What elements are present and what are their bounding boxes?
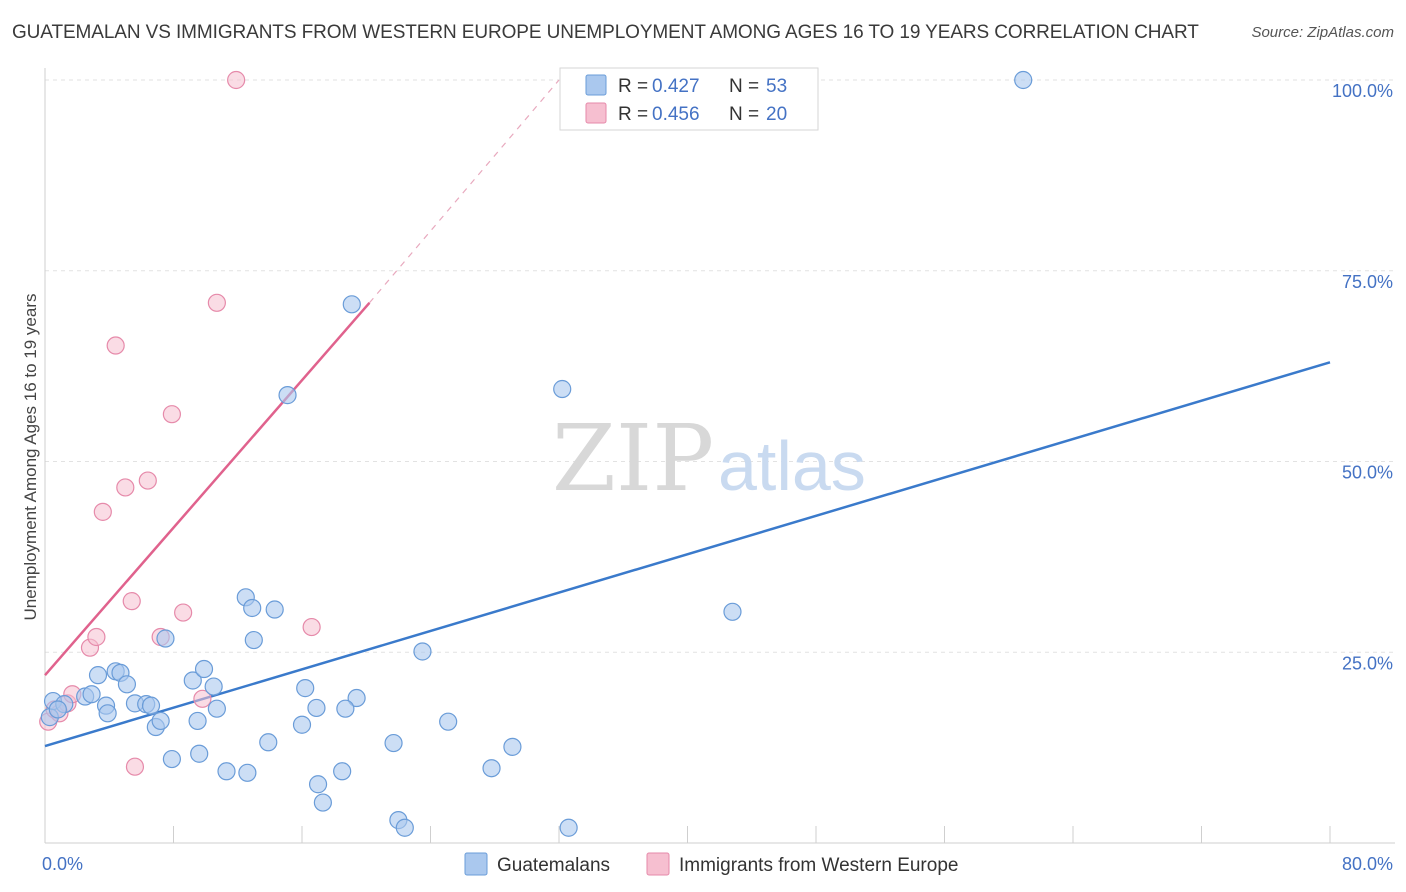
legend-n-value-1: 53 <box>766 76 787 97</box>
point-guatemalans-37 <box>482 759 501 778</box>
point-guatemalans-16 <box>156 629 175 648</box>
point-guatemalans-51 <box>336 699 355 718</box>
legend-n-value-2: 20 <box>766 104 787 125</box>
x-tick-label-min: 0.0% <box>42 854 83 874</box>
point-guatemalans-17 <box>162 749 181 769</box>
trend-lines <box>44 79 1331 748</box>
series-legend-label-immigrants: Immigrants from Western Europe <box>679 855 958 876</box>
series-legend-swatch-guatemalans <box>464 852 488 876</box>
point-immigrants-12 <box>138 471 157 490</box>
y-tick-label-50: 50.0% <box>1342 463 1393 483</box>
series-legend-swatch-immigrants <box>646 852 670 876</box>
point-guatemalans-26 <box>292 715 312 734</box>
point-guatemalans-20 <box>194 659 214 679</box>
point-immigrants-14 <box>162 405 181 424</box>
point-guatemalans-13 <box>141 696 161 715</box>
point-guatemalans-41 <box>1014 70 1033 90</box>
point-immigrants-9 <box>116 478 135 497</box>
point-guatemalans-32 <box>384 733 403 753</box>
chart-title: GUATEMALAN VS IMMIGRANTS FROM WESTERN EU… <box>12 22 1199 43</box>
point-guatemalans-36 <box>439 712 458 731</box>
source-label: Source: ZipAtlas.com <box>1251 24 1394 41</box>
point-immigrants-8 <box>106 336 125 355</box>
point-guatemalans-40 <box>723 602 742 621</box>
correlation-legend: R = 0.427 N = 53 R = 0.456 N = 20 <box>559 67 819 131</box>
point-guatemalans-46 <box>243 598 262 618</box>
legend-r-label-2: R = <box>618 104 648 125</box>
point-guatemalans-10 <box>117 675 137 694</box>
legend-n-label-1: N = <box>729 76 759 97</box>
y-tick-label-100: 100.0% <box>1332 81 1393 101</box>
point-guatemalans-44 <box>278 386 297 405</box>
trend-line-immigrants <box>44 301 371 676</box>
watermark: ZIP atlas <box>552 405 866 512</box>
series-legend-label-guatemalans: Guatemalans <box>497 855 610 876</box>
point-guatemalans-49 <box>259 733 278 752</box>
y-tick-label-75: 75.0% <box>1342 272 1393 292</box>
legend-swatch-guatemalans <box>585 74 607 96</box>
trend-line-immigrants-extension <box>369 79 560 304</box>
point-immigrants-11 <box>125 757 145 776</box>
legend-n-label-2: N = <box>729 104 759 125</box>
point-immigrants-10 <box>122 592 141 611</box>
gridlines <box>45 79 1395 653</box>
point-guatemalans-18 <box>183 671 202 690</box>
y-axis-label: Unemployment Among Ages 16 to 19 years <box>21 294 40 621</box>
legend-r-value-2: 0.456 <box>652 104 700 125</box>
watermark-atlas: atlas <box>718 427 866 505</box>
point-immigrants-15 <box>174 603 193 622</box>
point-immigrants-19 <box>302 617 321 637</box>
point-immigrants-17 <box>207 293 226 312</box>
trend-line-guatemalans <box>44 361 1331 748</box>
point-guatemalans-43 <box>342 295 361 314</box>
point-guatemalans-47 <box>207 699 226 718</box>
point-guatemalans-23 <box>238 763 257 782</box>
legend-r-value-1: 0.427 <box>652 76 700 97</box>
point-immigrants-6 <box>87 627 106 647</box>
point-guatemalans-24 <box>244 630 263 650</box>
point-guatemalans-42 <box>553 379 572 399</box>
point-guatemalans-50 <box>307 698 326 718</box>
point-guatemalans-25 <box>265 600 284 619</box>
point-guatemalans-48 <box>188 711 207 731</box>
point-guatemalans-4 <box>82 685 101 704</box>
series-legend: Guatemalans Immigrants from Western Euro… <box>464 852 958 876</box>
point-guatemalans-21 <box>204 677 223 696</box>
point-guatemalans-22 <box>217 762 236 781</box>
point-immigrants-16 <box>193 689 212 708</box>
point-guatemalans-34 <box>395 818 414 837</box>
tick-labels: 25.0% 50.0% 75.0% 100.0% 0.0% 80.0% <box>42 81 1393 874</box>
point-guatemalans-30 <box>333 762 352 781</box>
point-guatemalans-5 <box>88 666 108 685</box>
point-guatemalans-15 <box>151 711 170 731</box>
point-guatemalans-39 <box>559 818 578 837</box>
point-guatemalans-31 <box>347 688 366 708</box>
y-tick-label-25: 25.0% <box>1342 653 1393 673</box>
point-immigrants-18 <box>227 70 246 90</box>
data-points <box>39 70 1033 837</box>
point-guatemalans-7 <box>98 704 117 723</box>
point-guatemalans-35 <box>413 642 432 661</box>
watermark-zip: ZIP <box>552 405 714 512</box>
point-guatemalans-29 <box>313 793 332 812</box>
legend-r-label-1: R = <box>618 76 648 97</box>
legend-swatch-immigrants <box>585 102 607 124</box>
point-immigrants-7 <box>93 502 112 521</box>
point-guatemalans-38 <box>503 737 522 756</box>
x-tick-label-max: 80.0% <box>1342 854 1393 874</box>
point-guatemalans-27 <box>296 679 315 698</box>
point-guatemalans-19 <box>190 744 209 763</box>
point-guatemalans-52 <box>48 700 67 719</box>
point-guatemalans-28 <box>308 775 328 794</box>
